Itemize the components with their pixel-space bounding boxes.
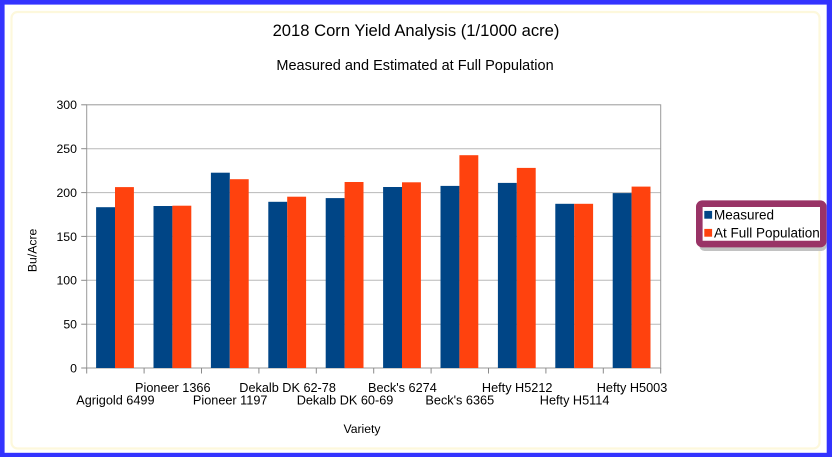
svg-text:Dekalb DK 60-69: Dekalb DK 60-69 [297,394,394,408]
svg-text:0: 0 [70,361,77,375]
svg-text:At Full Population: At Full Population [714,226,820,241]
svg-text:200: 200 [56,186,77,200]
svg-text:150: 150 [56,230,77,244]
svg-text:Pioneer 1197: Pioneer 1197 [193,394,268,408]
svg-text:Variety: Variety [343,422,381,436]
svg-text:Beck's 6365: Beck's 6365 [425,394,494,408]
svg-text:Measured and Estimated at Full: Measured and Estimated at Full Populatio… [276,58,553,74]
svg-text:Hefty H5212: Hefty H5212 [482,381,553,395]
svg-text:100: 100 [56,274,77,288]
svg-text:250: 250 [56,142,77,156]
svg-text:Hefty H5114: Hefty H5114 [540,394,610,408]
svg-text:50: 50 [63,318,77,332]
svg-text:Pioneer 1366: Pioneer 1366 [135,381,210,395]
svg-text:Beck's 6274: Beck's 6274 [368,381,437,395]
svg-text:Dekalb DK 62-78: Dekalb DK 62-78 [239,381,336,395]
svg-text:300: 300 [56,98,77,112]
svg-text:Measured: Measured [714,208,774,223]
svg-text:Bu/Acre: Bu/Acre [26,229,40,273]
svg-text:Hefty H5003: Hefty H5003 [597,381,668,395]
svg-text:Agrigold 6499: Agrigold 6499 [76,394,154,408]
svg-text:2018 Corn Yield Analysis (1/10: 2018 Corn Yield Analysis (1/1000 acre) [273,21,560,40]
